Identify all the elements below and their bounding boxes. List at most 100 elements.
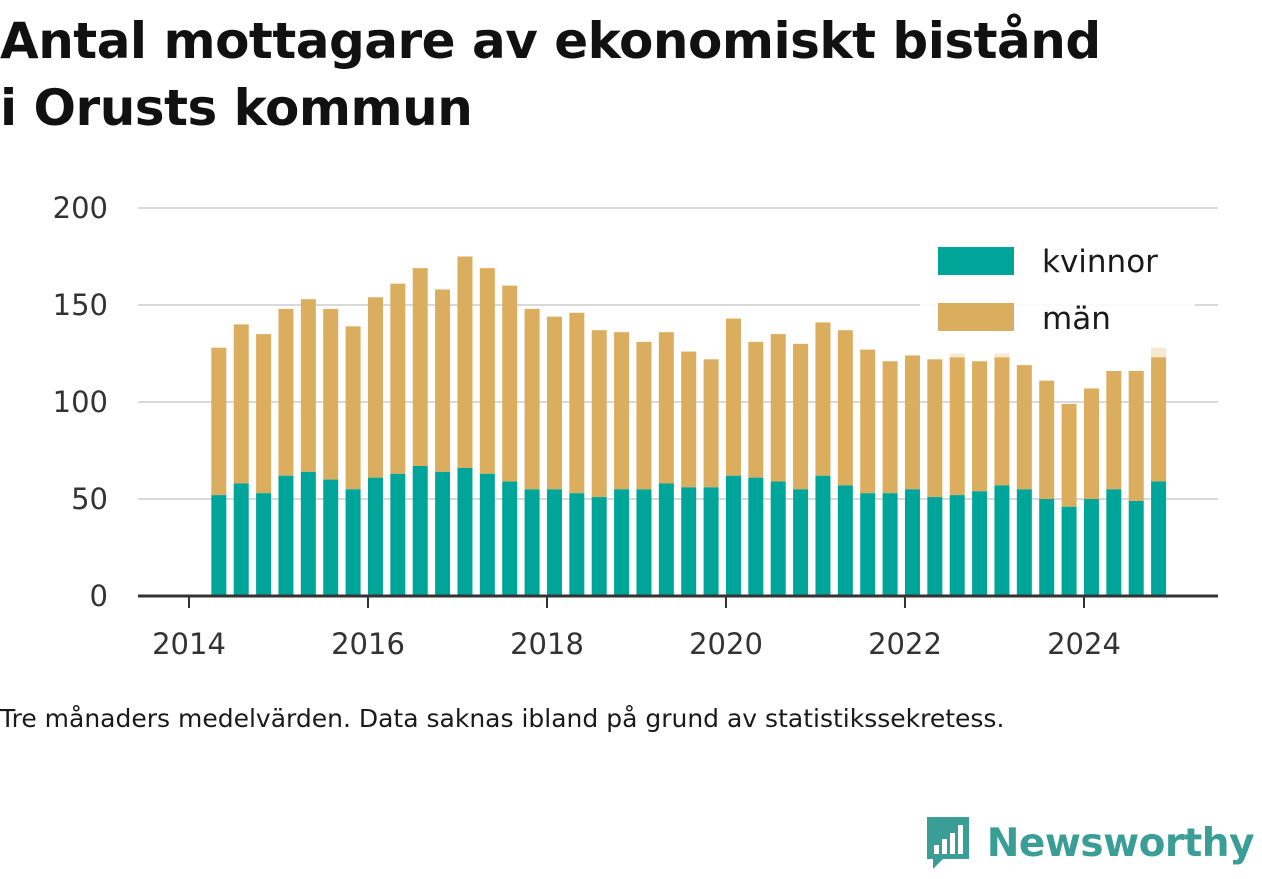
bar-kvinnor xyxy=(860,493,876,596)
bar-kvinnor xyxy=(681,487,697,596)
bar-man xyxy=(658,332,674,484)
bar-kvinnor xyxy=(904,489,920,596)
bar-kvinnor xyxy=(1106,489,1122,596)
chart-title-line-1: Antal mottagare av ekonomiskt bistånd xyxy=(0,12,1101,70)
bar-kvinnor xyxy=(949,495,965,596)
y-tick-label: 50 xyxy=(71,482,108,516)
x-axis: 2014 2016 2018 2020 2022 2024 xyxy=(138,594,1218,661)
bar-kvinnor xyxy=(479,473,495,596)
x-tick-label: 2018 xyxy=(510,627,584,661)
brand-name: Newsworthy xyxy=(986,820,1255,866)
bar-man xyxy=(1106,370,1122,490)
y-tick-label: 150 xyxy=(53,288,108,322)
bar-kvinnor xyxy=(1151,481,1167,596)
bar-man xyxy=(770,334,786,482)
bar-man xyxy=(435,289,451,472)
bar-man xyxy=(300,299,316,472)
bar-kvinnor xyxy=(502,481,518,596)
bar-kvinnor xyxy=(793,489,809,596)
bar-man xyxy=(1016,365,1032,490)
newsworthy-logo-icon xyxy=(926,817,969,869)
bar-man xyxy=(882,361,898,494)
bar-man xyxy=(457,256,473,468)
bar-kvinnor xyxy=(233,483,249,596)
bar-kvinnor xyxy=(390,473,406,596)
bar-kvinnor xyxy=(435,471,451,596)
bar-kvinnor xyxy=(1016,489,1032,596)
bar-kvinnor xyxy=(725,475,741,596)
bar-kvinnor xyxy=(837,485,853,596)
bar-man xyxy=(949,357,965,496)
bar-man xyxy=(994,357,1010,486)
legend-label-kvinnor: kvinnor xyxy=(1042,244,1158,280)
bar-man xyxy=(927,359,943,498)
bar-man xyxy=(972,361,988,492)
chart-title: Antal mottagare av ekonomiskt bistånd i … xyxy=(0,8,1262,142)
bars xyxy=(211,256,1167,596)
bar-kvinnor xyxy=(256,493,272,596)
bar-kvinnor xyxy=(300,471,316,596)
bar-kvinnor xyxy=(815,475,831,596)
x-tick-label: 2024 xyxy=(1047,627,1121,661)
y-tick-label: 100 xyxy=(53,385,108,419)
stacked-bar-chart: 2014 2016 2018 2020 2022 2024 0 50 100 150 200 kv… xyxy=(53,191,1218,661)
bar-man xyxy=(524,308,540,490)
chart-caption: Tre månaders medelvärden. Data saknas ib… xyxy=(0,704,1005,733)
bar-man xyxy=(412,268,428,467)
bar-kvinnor xyxy=(524,489,540,596)
bar-man xyxy=(211,347,227,496)
bar-kvinnor xyxy=(591,497,607,596)
bar-man xyxy=(591,330,607,498)
bar-man xyxy=(479,268,495,474)
bar-man xyxy=(1083,388,1099,499)
bar-man xyxy=(546,316,562,490)
bar-man xyxy=(1039,380,1055,499)
bar-man xyxy=(502,285,518,482)
x-tick-label: 2020 xyxy=(689,627,763,661)
y-tick-label: 200 xyxy=(53,191,108,225)
bar-kvinnor xyxy=(546,489,562,596)
bar-kvinnor xyxy=(278,475,294,596)
legend: kvinnor män xyxy=(920,222,1195,342)
chart-title-line-2: i Orusts kommun xyxy=(0,79,473,137)
legend-swatch-kvinnor xyxy=(938,247,1014,275)
bar-kvinnor xyxy=(1039,499,1055,596)
bar-kvinnor xyxy=(367,477,383,596)
x-tick-label: 2016 xyxy=(331,627,405,661)
brand-logo[interactable]: Newsworthy xyxy=(923,815,1255,871)
bar-man xyxy=(748,341,764,478)
bar-man xyxy=(367,297,383,478)
bar-kvinnor xyxy=(457,467,473,596)
bar-kvinnor xyxy=(323,479,339,596)
bar-man xyxy=(860,349,876,494)
bar-kvinnor xyxy=(1128,500,1144,596)
bar-man xyxy=(256,334,272,494)
bar-man xyxy=(837,330,853,486)
bar-faded-segment xyxy=(949,353,965,358)
bar-man xyxy=(815,322,831,476)
bar-man xyxy=(569,312,585,494)
y-tick-label: 0 xyxy=(90,579,108,613)
y-axis: 0 50 100 150 200 xyxy=(53,191,108,613)
legend-swatch-man xyxy=(938,303,1014,331)
bar-man xyxy=(233,324,249,484)
gridlines xyxy=(138,207,1218,500)
bar-faded-segment xyxy=(1151,347,1167,358)
x-tick-label: 2014 xyxy=(152,627,226,661)
bar-man xyxy=(1061,403,1077,507)
bar-faded-segment xyxy=(994,353,1010,358)
bar-man xyxy=(390,283,406,474)
bar-kvinnor xyxy=(994,485,1010,596)
bar-man xyxy=(725,318,741,476)
bar-man xyxy=(323,308,339,480)
bar-kvinnor xyxy=(636,489,652,596)
bar-kvinnor xyxy=(211,495,227,596)
bar-kvinnor xyxy=(412,466,428,596)
bar-man xyxy=(636,341,652,490)
bar-kvinnor xyxy=(658,483,674,596)
bar-kvinnor xyxy=(703,487,719,596)
bar-kvinnor xyxy=(927,497,943,596)
bar-kvinnor xyxy=(1083,499,1099,596)
bar-man xyxy=(278,308,294,476)
bar-kvinnor xyxy=(770,481,786,596)
